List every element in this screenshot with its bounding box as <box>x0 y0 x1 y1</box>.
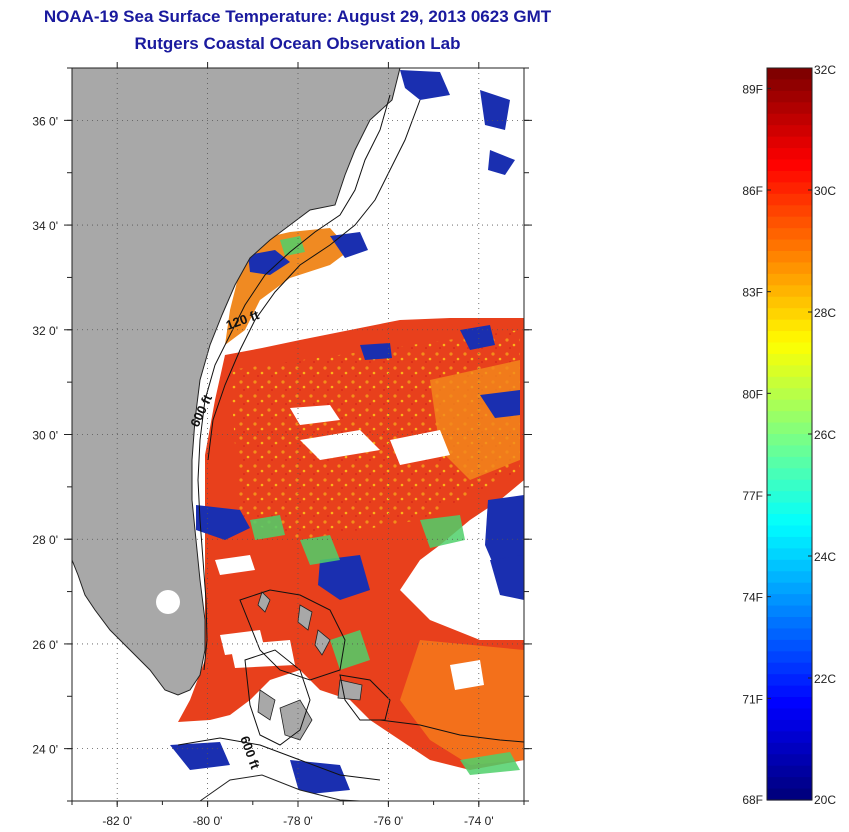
lon-tick-label: -78 0' <box>283 814 313 828</box>
land-us-florida <box>72 68 401 696</box>
lat-tick-label: 24 0' <box>32 743 58 757</box>
lon-tick-label: -74 0' <box>464 814 494 828</box>
mid-temp-patches <box>250 236 520 775</box>
lat-tick-label: 26 0' <box>32 638 58 652</box>
map-subtitle: Rutgers Coastal Ocean Observation Lab <box>134 34 461 53</box>
lon-tick-label: -80 0' <box>193 814 223 828</box>
lat-tick-label: 28 0' <box>32 533 58 547</box>
sst-orange-patch-2 <box>430 360 520 480</box>
lake-okeechobee <box>156 590 180 614</box>
lon-tick-label: -76 0' <box>374 814 404 828</box>
lat-tick-label: 34 0' <box>32 219 58 233</box>
cold-patches <box>170 70 524 795</box>
sst-orange-patch <box>400 640 524 765</box>
lon-tick-label: -82 0' <box>102 814 132 828</box>
axis-ticks: -82 0' -80 0' -78 0' -76 0' -74 0' 24 0' 26 0'… <box>32 62 532 828</box>
lat-tick-label: 32 0' <box>32 324 58 338</box>
land-cuba <box>199 774 361 801</box>
grid-lines <box>72 68 524 801</box>
lat-tick-label: 30 0' <box>32 429 58 443</box>
lat-tick-label: 36 0' <box>32 114 58 128</box>
map-title: NOAA-19 Sea Surface Temperature: August … <box>43 7 552 26</box>
depth-contours <box>177 94 524 781</box>
